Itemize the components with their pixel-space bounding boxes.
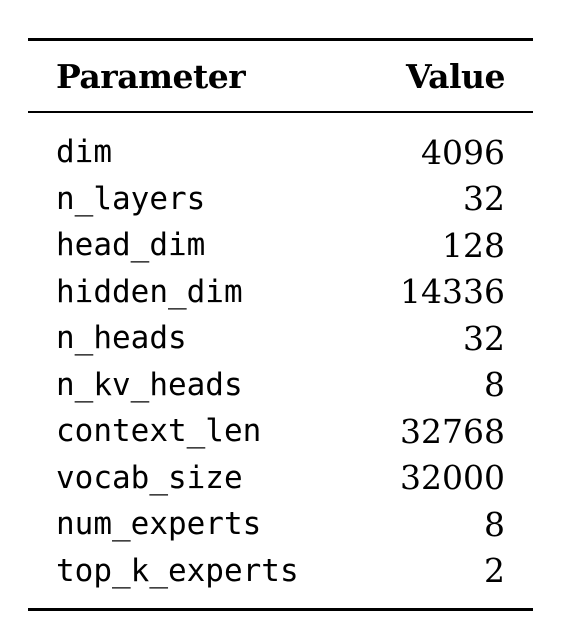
header-parameter: Parameter — [56, 56, 246, 96]
param-name: n_heads — [56, 320, 187, 357]
param-value: 32 — [463, 179, 505, 219]
param-value: 4096 — [421, 132, 505, 172]
header-rule — [28, 111, 533, 113]
param-value: 14336 — [400, 272, 505, 312]
param-name: top_k_experts — [56, 552, 299, 589]
table-row: n_layers 32 — [28, 176, 533, 223]
table-row: num_experts 8 — [28, 501, 533, 548]
param-name: dim — [56, 134, 112, 171]
param-name: vocab_size — [56, 459, 243, 496]
param-name: n_layers — [56, 180, 206, 217]
table-row: head_dim 128 — [28, 222, 533, 269]
param-name: n_kv_heads — [56, 366, 243, 403]
param-name: hidden_dim — [56, 273, 243, 310]
table-row: top_k_experts 2 — [28, 548, 533, 595]
param-value: 32 — [463, 318, 505, 358]
param-value: 32768 — [400, 411, 505, 451]
param-name: context_len — [56, 413, 262, 450]
bottom-rule — [28, 608, 533, 611]
table-row: hidden_dim 14336 — [28, 269, 533, 316]
table-row: n_kv_heads 8 — [28, 362, 533, 409]
table-row: vocab_size 32000 — [28, 455, 533, 502]
param-name: head_dim — [56, 227, 206, 264]
table-row: dim 4096 — [28, 129, 533, 176]
header-value: Value — [406, 56, 505, 96]
param-name: num_experts — [56, 506, 262, 543]
top-rule — [28, 38, 533, 41]
table-row: n_heads 32 — [28, 315, 533, 362]
param-value: 2 — [484, 551, 505, 591]
table-body: dim 4096 n_layers 32 head_dim 128 hidden… — [28, 113, 533, 608]
table-row: context_len 32768 — [28, 408, 533, 455]
header-row: Parameter Value — [28, 41, 533, 111]
param-value: 128 — [442, 225, 505, 265]
param-value: 8 — [484, 365, 505, 405]
param-value: 32000 — [400, 458, 505, 498]
param-value: 8 — [484, 504, 505, 544]
parameter-table: Parameter Value dim 4096 n_layers 32 hea… — [28, 38, 533, 611]
